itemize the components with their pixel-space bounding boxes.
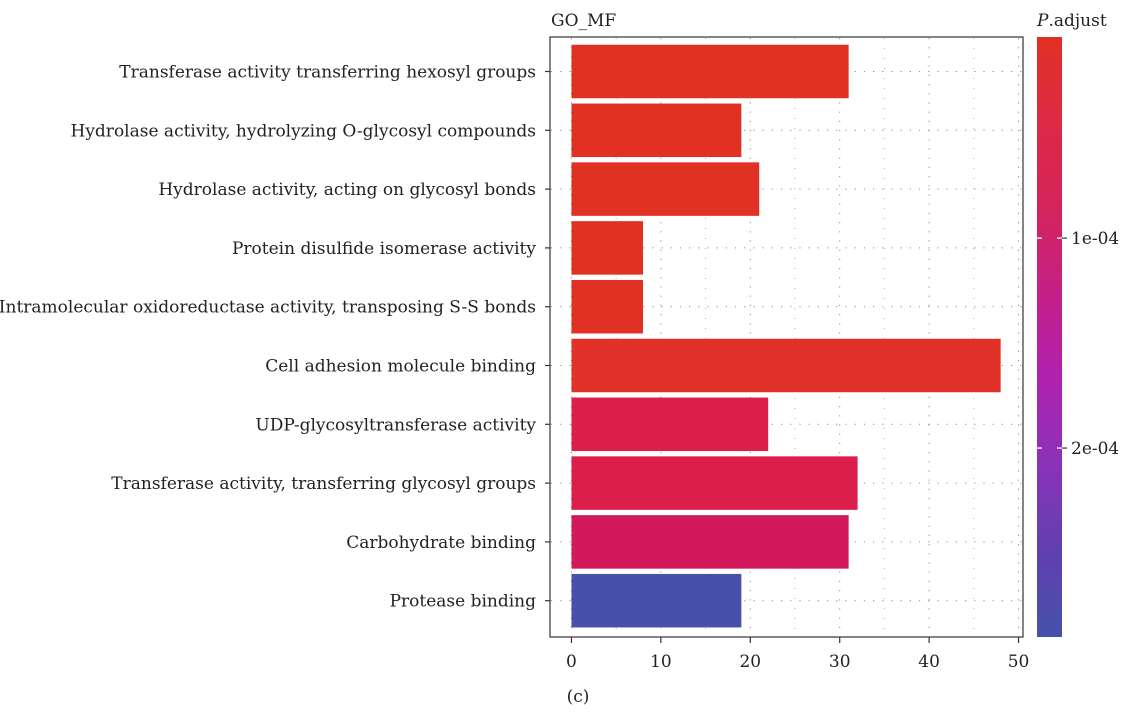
legend-tick-label: 2e-04 [1071, 439, 1119, 459]
bar [571, 338, 1001, 393]
bar [571, 221, 643, 275]
legend-title-italic: P [1036, 11, 1049, 31]
bar [571, 515, 849, 569]
x-tick-label: 30 [829, 652, 851, 672]
color-legend: P.adjust 1e-04 2e-04 [1036, 11, 1119, 637]
bar [571, 397, 769, 452]
chart-title: GO_MF [551, 11, 616, 31]
legend-title-rest: .adjust [1048, 11, 1106, 31]
category-label: Hydrolase activity, hydrolyzing O-glycos… [71, 121, 537, 141]
panel-label: (c) [567, 687, 590, 707]
category-label: Hydrolase activity, acting on glycosyl b… [158, 180, 536, 200]
x-tick-label: 0 [566, 652, 577, 672]
x-tick-label: 10 [650, 652, 672, 672]
legend-colorbar [1037, 37, 1062, 637]
bar [571, 456, 858, 510]
category-label: Transferase activity, transferring glyco… [111, 474, 536, 494]
legend-title: P.adjust [1036, 11, 1107, 31]
category-labels: Transferase activity transferring hexosy… [0, 63, 550, 612]
x-axis: 0 10 20 30 40 50 [566, 637, 1029, 672]
category-label: Cell adhesion molecule binding [265, 357, 536, 377]
legend-tick-label: 1e-04 [1071, 229, 1119, 249]
bar [571, 279, 643, 334]
bar [571, 162, 760, 216]
category-label: Carbohydrate binding [346, 533, 536, 553]
bar [571, 44, 849, 99]
bars [571, 44, 1001, 628]
x-tick-label: 40 [918, 652, 940, 672]
x-tick-label: 50 [1008, 652, 1030, 672]
x-tick-label: 20 [739, 652, 761, 672]
bar [571, 103, 742, 158]
bar [571, 573, 742, 628]
category-label: UDP-glycosyltransferase activity [255, 415, 536, 435]
category-label: Intramolecular oxidoreductase activity, … [0, 298, 536, 318]
category-label: Protease binding [390, 592, 537, 612]
category-label: Transferase activity transferring hexosy… [119, 63, 536, 83]
category-label: Protein disulfide isomerase activity [232, 239, 536, 259]
